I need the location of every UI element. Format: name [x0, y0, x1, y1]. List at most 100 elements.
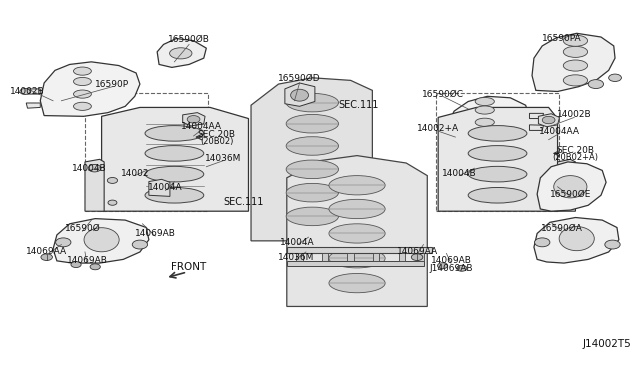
Text: 16590PA: 16590PA	[541, 34, 581, 43]
Ellipse shape	[329, 273, 385, 293]
Ellipse shape	[554, 176, 587, 198]
Ellipse shape	[145, 126, 204, 141]
Text: 14002B: 14002B	[10, 87, 45, 96]
Polygon shape	[85, 159, 104, 211]
Ellipse shape	[468, 126, 527, 141]
Ellipse shape	[74, 67, 92, 75]
Text: 16590ØB: 16590ØB	[168, 35, 210, 44]
Polygon shape	[102, 108, 248, 211]
Circle shape	[609, 74, 621, 81]
Ellipse shape	[170, 48, 192, 59]
Text: 14069AA: 14069AA	[26, 247, 67, 256]
Ellipse shape	[559, 227, 595, 251]
Circle shape	[56, 238, 71, 247]
Ellipse shape	[329, 248, 385, 268]
Text: 14002B: 14002B	[557, 110, 591, 119]
Polygon shape	[26, 89, 40, 94]
Circle shape	[557, 164, 570, 172]
Text: 14069AA: 14069AA	[397, 247, 438, 256]
Polygon shape	[149, 179, 170, 196]
Circle shape	[108, 200, 117, 205]
Ellipse shape	[329, 224, 385, 243]
Text: 14004A: 14004A	[148, 183, 183, 192]
Polygon shape	[532, 33, 615, 92]
Ellipse shape	[286, 137, 339, 155]
Circle shape	[90, 264, 100, 270]
Ellipse shape	[74, 77, 92, 86]
Polygon shape	[40, 62, 140, 116]
Bar	[348, 253, 354, 261]
Circle shape	[546, 177, 556, 183]
Text: 14004B: 14004B	[442, 169, 477, 177]
Text: 14004B: 14004B	[72, 164, 106, 173]
Polygon shape	[534, 218, 619, 263]
Ellipse shape	[145, 166, 204, 182]
Polygon shape	[557, 159, 575, 211]
Polygon shape	[251, 78, 372, 241]
Text: 14069AB: 14069AB	[135, 229, 175, 238]
Text: SEC.20B: SEC.20B	[198, 130, 236, 140]
Bar	[287, 247, 433, 253]
Text: 14036M: 14036M	[278, 253, 314, 262]
Polygon shape	[182, 113, 205, 126]
Circle shape	[132, 240, 148, 249]
Circle shape	[547, 200, 556, 205]
Ellipse shape	[563, 60, 588, 71]
Ellipse shape	[145, 145, 204, 161]
Ellipse shape	[329, 199, 385, 219]
Polygon shape	[529, 125, 543, 131]
Circle shape	[605, 240, 620, 249]
Ellipse shape	[286, 160, 339, 179]
Text: SEC.111: SEC.111	[338, 100, 378, 110]
Bar	[322, 253, 328, 261]
Circle shape	[71, 262, 81, 267]
Ellipse shape	[563, 75, 588, 86]
Ellipse shape	[286, 93, 339, 112]
Text: 14004AA: 14004AA	[181, 122, 222, 131]
Circle shape	[542, 116, 555, 124]
Bar	[399, 253, 405, 261]
Text: 14036M: 14036M	[205, 154, 241, 163]
Polygon shape	[53, 219, 149, 263]
Text: FRONT: FRONT	[172, 262, 207, 272]
Bar	[287, 261, 424, 266]
Text: (20B02+A): (20B02+A)	[552, 153, 598, 161]
Text: SEC.20B: SEC.20B	[556, 146, 595, 155]
Ellipse shape	[286, 183, 339, 202]
Polygon shape	[157, 38, 206, 67]
Ellipse shape	[74, 102, 92, 110]
Circle shape	[88, 164, 101, 172]
Circle shape	[534, 238, 550, 247]
Ellipse shape	[84, 228, 119, 252]
Polygon shape	[285, 83, 315, 106]
Ellipse shape	[468, 145, 527, 161]
Bar	[436, 93, 559, 211]
Ellipse shape	[468, 187, 527, 203]
Ellipse shape	[286, 115, 339, 133]
Bar	[296, 253, 303, 261]
Circle shape	[41, 254, 52, 260]
Text: 14004AA: 14004AA	[539, 126, 580, 136]
Ellipse shape	[291, 89, 308, 101]
Text: 16590P: 16590P	[95, 80, 129, 89]
Circle shape	[588, 80, 604, 89]
Text: J14002T5: J14002T5	[583, 339, 632, 349]
Text: 16590ØE: 16590ØE	[550, 190, 591, 199]
Ellipse shape	[475, 97, 494, 106]
Text: J14069AB: J14069AB	[429, 264, 473, 273]
Polygon shape	[537, 162, 606, 211]
Text: 14069AB: 14069AB	[67, 256, 108, 265]
Ellipse shape	[145, 187, 204, 203]
Text: 16590ØD: 16590ØD	[278, 74, 321, 83]
Text: 14069AB: 14069AB	[431, 256, 471, 265]
Ellipse shape	[329, 176, 385, 195]
Circle shape	[187, 116, 200, 123]
Text: 16590ØC: 16590ØC	[422, 90, 463, 99]
Text: 16590ØA: 16590ØA	[540, 224, 582, 233]
Text: 14002+A: 14002+A	[417, 124, 460, 133]
Polygon shape	[447, 96, 529, 143]
Polygon shape	[287, 155, 428, 307]
Polygon shape	[26, 103, 40, 108]
Text: 14004A: 14004A	[280, 238, 315, 247]
Ellipse shape	[468, 166, 527, 182]
